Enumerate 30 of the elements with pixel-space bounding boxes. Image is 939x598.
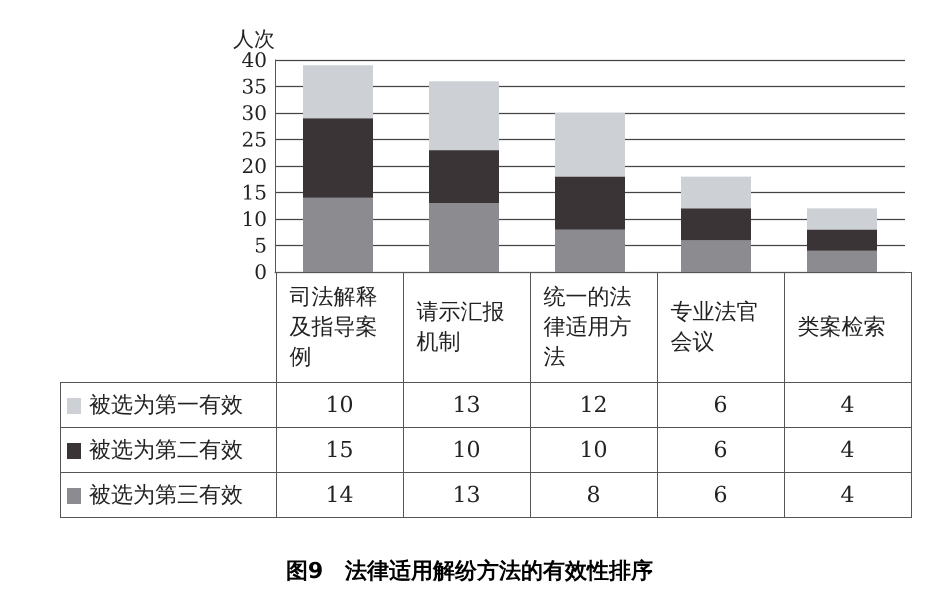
y-tick-label: 10 bbox=[242, 207, 267, 231]
y-tick-label: 25 bbox=[242, 128, 267, 152]
data-label: 6 bbox=[657, 472, 784, 518]
x-tick-label: 类案检索 bbox=[798, 314, 886, 342]
data-label: 10 bbox=[530, 428, 657, 472]
y-tick-label: 5 bbox=[254, 234, 267, 258]
text: 图9 法律适用解纷方法的有效性排序 bbox=[284, 558, 654, 586]
data-label: 10 bbox=[403, 428, 530, 472]
legend-label: 被选为第二有效 bbox=[89, 438, 243, 463]
data-label: 6 bbox=[657, 382, 784, 428]
data-label: 13 bbox=[403, 382, 530, 428]
y-tick-label: 0 bbox=[254, 260, 267, 284]
y-tick-label: 35 bbox=[242, 74, 267, 98]
data-label: 6 bbox=[657, 428, 784, 472]
data-label: 4 bbox=[784, 472, 911, 518]
data-label: 12 bbox=[530, 382, 657, 428]
y-tick-label: 15 bbox=[242, 180, 267, 204]
x-tick-label: 专业法官会议 bbox=[670, 298, 760, 356]
legend-label: 被选为第一有效 bbox=[89, 393, 243, 418]
x-tick-label: 统一的法律适用方法 bbox=[544, 284, 632, 372]
data-label: 14 bbox=[276, 472, 403, 518]
data-label: 4 bbox=[784, 382, 911, 428]
y-tick-label: 30 bbox=[242, 101, 267, 125]
y-tick-label: 20 bbox=[242, 154, 267, 178]
legend-label: 被选为第三有效 bbox=[89, 483, 243, 508]
x-tick-label: 司法解释及指导案例 bbox=[290, 284, 378, 372]
data-label: 8 bbox=[530, 472, 657, 518]
data-label: 4 bbox=[784, 428, 911, 472]
x-tick-label: 请示汇报机制 bbox=[416, 298, 506, 356]
data-label: 13 bbox=[403, 472, 530, 518]
